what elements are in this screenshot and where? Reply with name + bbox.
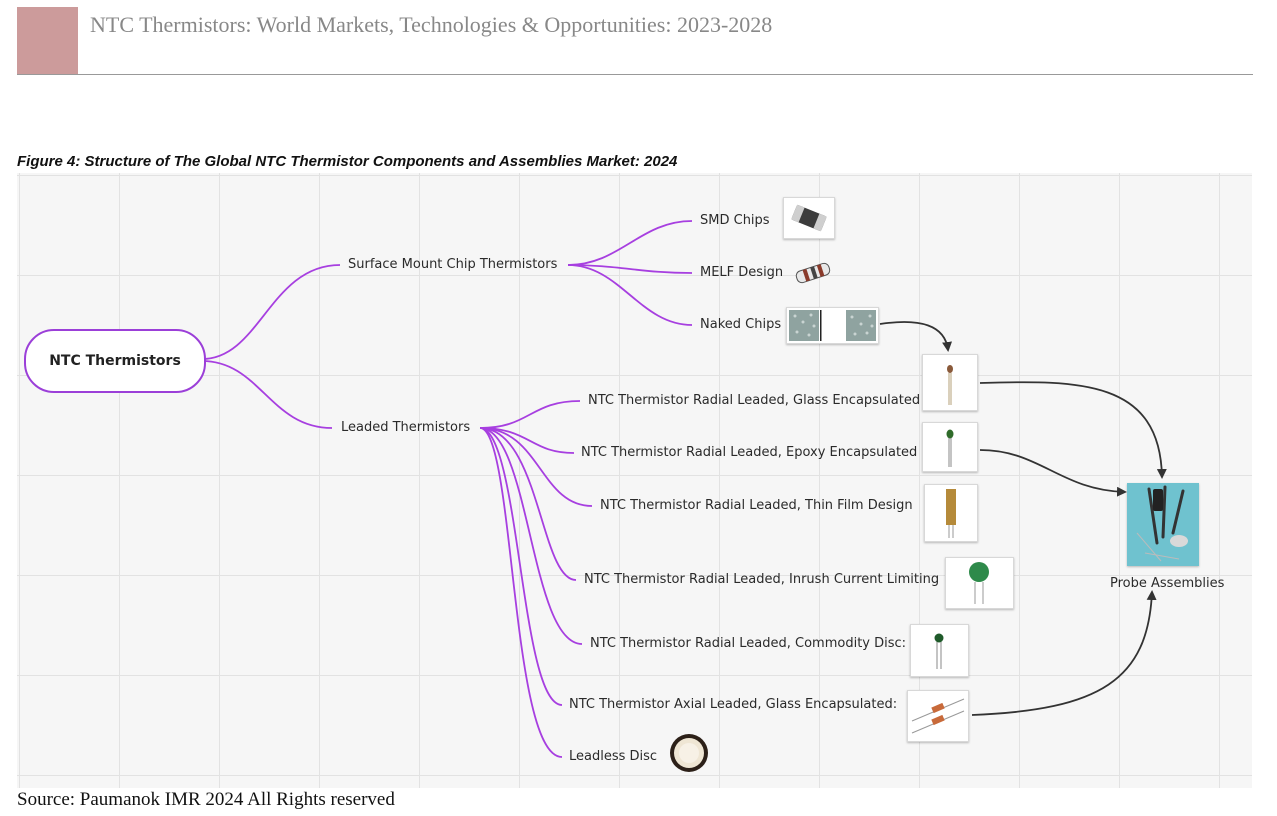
node-axial-glass: NTC Thermistor Axial Leaded, Glass Encap… (569, 697, 898, 712)
mindmap-canvas (17, 173, 1252, 788)
arrow-axial-to-probe (971, 590, 1157, 716)
branch-melf-design (567, 264, 693, 274)
branch-naked-chips (567, 264, 693, 326)
branch-radial-thin-film (479, 427, 593, 507)
probe-assemblies-image (1127, 483, 1199, 566)
root-node-label: NTC Thermistors (49, 353, 181, 369)
branch-smd-chips (567, 220, 693, 266)
radial-epoxy-image (922, 422, 978, 472)
node-radial-commodity-disc: NTC Thermistor Radial Leaded, Commodity … (590, 636, 907, 651)
header-color-block (17, 7, 78, 74)
node-naked-chips: Naked Chips (700, 317, 782, 332)
root-node-ntc-thermistors: NTC Thermistors (24, 329, 206, 393)
node-radial-glass: NTC Thermistor Radial Leaded, Glass Enca… (588, 393, 921, 408)
branch-radial-inrush (479, 427, 577, 581)
node-radial-epoxy: NTC Thermistor Radial Leaded, Epoxy Enca… (581, 445, 918, 460)
branch-radial-commodity-disc (479, 427, 583, 645)
naked-chips-image (786, 307, 879, 344)
branch-root-surface-mount (201, 264, 341, 360)
axial-glass-image (907, 690, 969, 742)
branch-root-leaded (201, 360, 333, 429)
arrow-naked-chips-to-glass (879, 321, 953, 352)
node-surface-mount: Surface Mount Chip Thermistors (348, 257, 558, 272)
leadless-disc-image (664, 732, 714, 776)
node-radial-thin-film: NTC Thermistor Radial Leaded, Thin Film … (600, 498, 913, 513)
radial-inrush-image (945, 557, 1014, 609)
header-divider (17, 74, 1253, 75)
melf-image (790, 256, 836, 290)
radial-glass-image (922, 354, 978, 411)
arrow-glass-to-probe (979, 381, 1167, 479)
commodity-disc-image (910, 624, 969, 677)
branch-axial-glass (479, 427, 563, 706)
node-leadless-disc: Leadless Disc (569, 749, 658, 764)
figure-caption: Figure 4: Structure of The Global NTC Th… (17, 153, 678, 170)
node-leaded: Leaded Thermistors (341, 420, 471, 435)
document-header-title: NTC Thermistors: World Markets, Technolo… (90, 12, 773, 37)
smd-chip-image (783, 197, 835, 239)
arrow-epoxy-to-probe (979, 449, 1127, 497)
radial-thin-film-image (924, 484, 978, 542)
node-melf-design: MELF Design (700, 265, 784, 280)
node-probe-assemblies: Probe Assemblies (1110, 576, 1225, 591)
branch-radial-glass (479, 400, 581, 429)
node-smd-chips: SMD Chips (700, 213, 770, 228)
node-radial-inrush: NTC Thermistor Radial Leaded, Inrush Cur… (584, 572, 940, 587)
figure-source: Source: Paumanok IMR 2024 All Rights res… (17, 789, 395, 810)
branch-leadless-disc (479, 427, 563, 758)
